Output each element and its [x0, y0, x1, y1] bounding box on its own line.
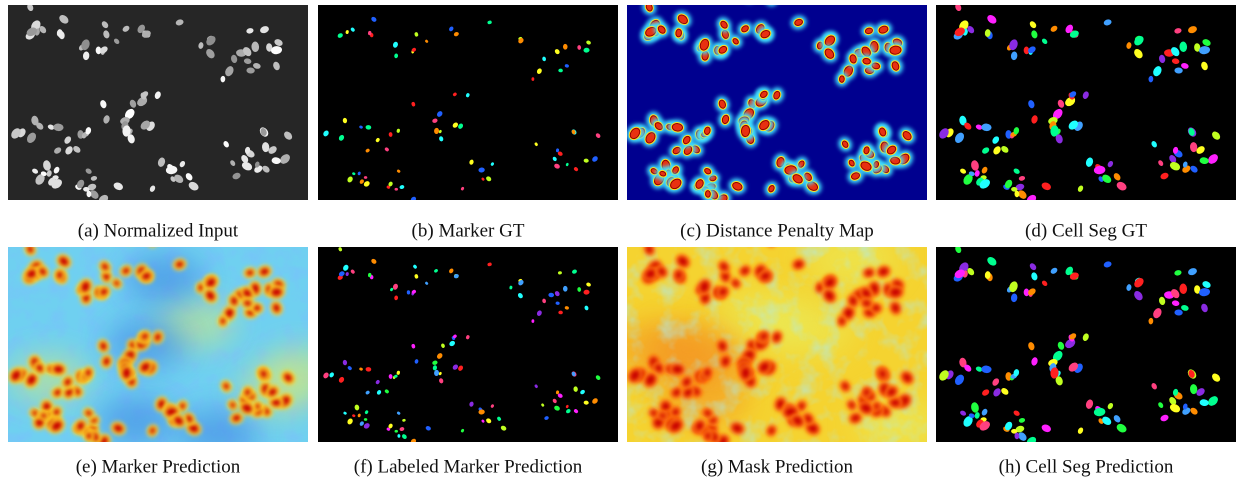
marker [460, 0, 464, 1]
image-panel [623, 0, 927, 211]
nucleus [741, 125, 750, 137]
nucleus [149, 0, 155, 3]
figure: (a) Normalized Input (b) Marker GT (c) Dis… [0, 0, 1244, 485]
halo [766, 0, 776, 4]
image-panel [318, 0, 618, 203]
panel-background [936, 5, 1236, 200]
caption: (b) Marker GT [412, 220, 525, 241]
image-panel [5, 229, 342, 459]
image-panel [609, 229, 946, 454]
image-panel [936, 233, 1236, 448]
halo [743, 0, 756, 3]
nucleus [675, 29, 681, 37]
panel-background [8, 5, 308, 200]
panel-background [318, 5, 618, 200]
nucleus [672, 123, 683, 131]
image-panel [936, 0, 1236, 206]
nucleus [768, 0, 774, 3]
color-patch [124, 254, 204, 304]
image-panel [318, 235, 618, 445]
panel-background [936, 247, 1236, 442]
caption: (g) Mask Prediction [701, 456, 853, 477]
caption: (d) Cell Seg GT [1025, 220, 1147, 241]
nucleus [705, 191, 710, 198]
image-panel [8, 0, 308, 206]
caption: (c) Distance Penalty Map [680, 220, 874, 241]
panel-background [318, 247, 618, 442]
nucleus [839, 76, 844, 83]
caption: (h) Cell Seg Prediction [999, 456, 1174, 477]
caption: (a) Normalized Input [78, 220, 239, 241]
cell [1077, 0, 1083, 3]
caption: (e) Marker Prediction [76, 456, 241, 477]
caption: (f) Labeled Marker Prediction [354, 456, 583, 477]
